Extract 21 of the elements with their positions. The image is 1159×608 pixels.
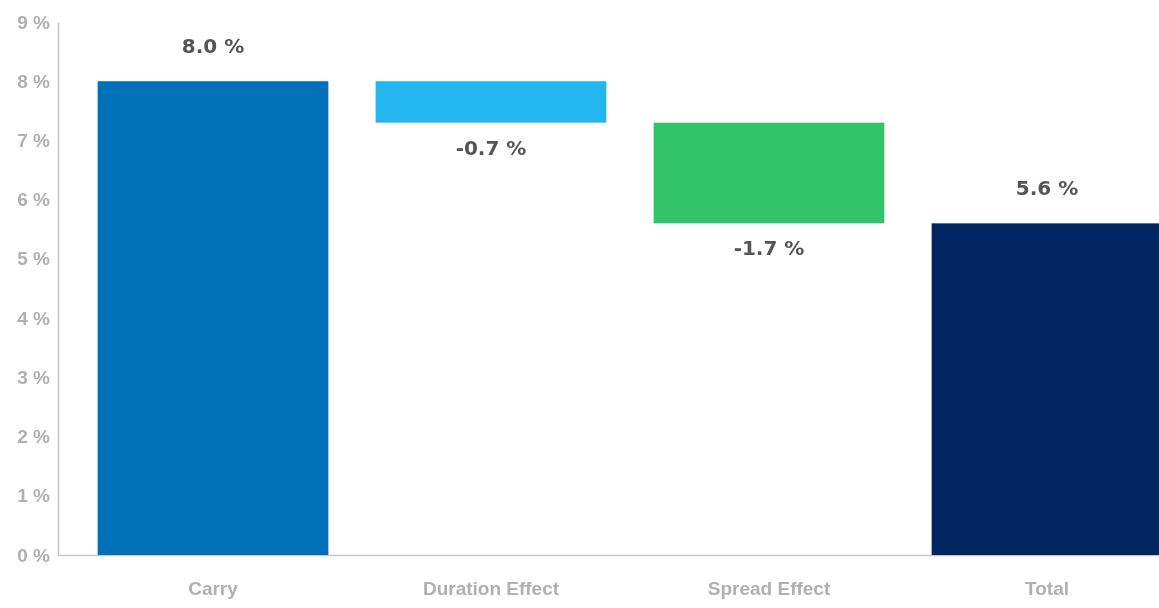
y-tick-label: 6 % <box>17 189 51 211</box>
x-tick-label: Spread Effect <box>707 578 831 600</box>
bar <box>375 81 607 123</box>
y-tick-label: 2 % <box>17 426 51 448</box>
bar <box>653 122 885 224</box>
y-tick-label: 1 % <box>17 485 51 507</box>
y-tick-label: 4 % <box>17 307 51 329</box>
data-label: 5.6 % <box>1015 176 1079 201</box>
y-tick-label: 9 % <box>17 11 51 33</box>
x-tick-label: Carry <box>188 578 239 600</box>
y-tick-label: 5 % <box>17 248 51 270</box>
bar <box>97 81 329 555</box>
x-tick-label: Total <box>1025 578 1069 600</box>
y-tick-label: 0 % <box>17 544 51 566</box>
data-label: 8.0 % <box>181 34 245 59</box>
x-tick-label: Duration Effect <box>422 578 560 600</box>
y-tick-label: 7 % <box>17 130 51 152</box>
data-label: -0.7 % <box>455 135 527 160</box>
y-tick-label: 8 % <box>17 70 51 92</box>
data-label: -1.7 % <box>733 236 805 261</box>
y-tick-label: 3 % <box>17 366 51 388</box>
